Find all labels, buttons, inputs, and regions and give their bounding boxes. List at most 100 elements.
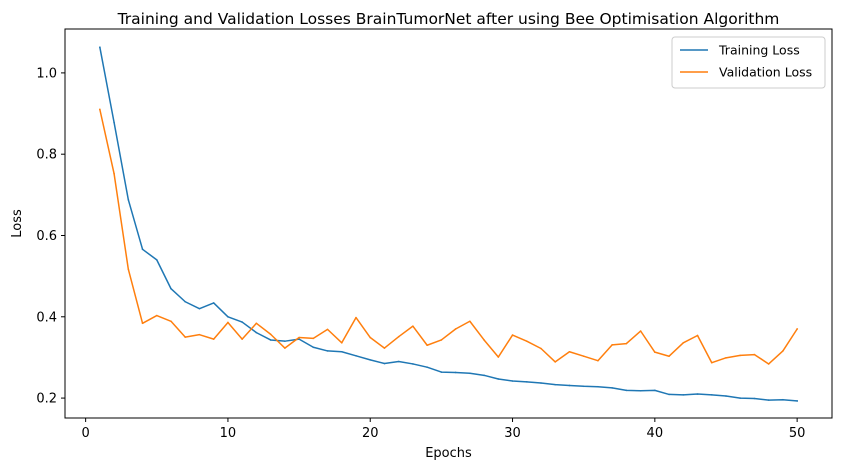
data-point-1-46 [753,353,756,356]
series-line-0 [98,46,798,402]
data-point-1-40 [668,355,670,358]
y-tick-label-3: 0.8 [36,148,57,163]
legend: Training Loss Validation Loss [671,36,826,89]
data-point-1-42 [696,334,699,337]
data-point-1-27 [483,339,485,341]
data-point-1-12 [269,333,272,336]
data-point-1-45 [739,354,742,357]
data-point-0-44 [725,395,727,397]
y-tick-label-4: 1.0 [36,66,57,81]
data-point-1-13 [284,347,286,349]
legend-label-1: Validation Loss [719,65,812,80]
data-point-0-5 [170,287,172,290]
data-point-0-9 [227,315,229,318]
data-point-0-45 [739,397,742,399]
data-point-0-8 [212,302,215,304]
x-axis-title: Epochs [425,446,472,461]
data-point-1-1 [113,172,115,175]
data-point-1-24 [440,339,443,341]
data-point-1-21 [397,335,400,338]
data-point-1-43 [710,361,713,364]
x-tick-label-0: 0 [81,426,89,441]
plot-frame [64,28,833,419]
data-point-0-25 [454,371,457,374]
data-point-0-35 [597,385,599,388]
data-point-0-30 [525,381,528,383]
x-tick-label-4: 40 [647,426,664,441]
data-point-0-20 [383,362,386,365]
data-point-0-46 [753,397,756,400]
data-point-0-22 [412,363,414,365]
data-point-1-0 [99,108,101,111]
data-point-0-18 [355,355,357,357]
series-layer [98,46,799,402]
data-point-1-9 [227,321,229,324]
data-point-0-37 [625,389,628,392]
x-tick-label-5: 50 [789,426,806,441]
data-point-1-20 [383,347,386,349]
data-point-1-28 [497,356,500,358]
data-point-1-35 [597,359,599,362]
data-point-0-28 [497,378,500,380]
data-point-1-48 [782,350,784,352]
data-point-0-0 [99,46,101,49]
data-point-0-23 [426,366,428,368]
data-point-0-33 [568,384,571,387]
y-tick-label-1: 0.4 [36,310,57,325]
data-point-1-2 [127,268,130,271]
data-point-1-38 [639,330,642,332]
data-point-0-41 [682,394,685,396]
data-point-1-29 [511,334,514,336]
data-point-1-37 [625,342,628,345]
data-point-0-19 [369,359,372,361]
data-point-1-34 [582,355,585,358]
data-point-1-15 [312,337,315,340]
data-point-0-49 [796,400,798,402]
data-point-0-34 [582,385,585,388]
data-point-1-36 [611,344,613,346]
data-point-1-32 [554,361,557,363]
x-tick-label-2: 20 [362,426,379,441]
data-point-1-14 [298,336,300,339]
data-point-1-17 [340,342,343,344]
data-point-0-17 [340,350,343,353]
data-point-1-6 [184,336,187,338]
data-point-1-49 [796,328,798,330]
data-point-1-11 [255,322,258,325]
data-point-0-15 [312,346,315,349]
data-point-1-19 [369,336,372,339]
chart-title: Training and Validation Losses BrainTumo… [117,10,780,28]
x-tick-label-3: 30 [504,426,521,441]
legend-label-0: Training Loss [718,43,800,58]
data-point-0-38 [639,389,642,392]
data-point-0-42 [696,393,699,395]
data-point-0-40 [668,393,670,396]
legend-box [671,36,826,89]
data-point-0-13 [284,340,286,342]
data-point-0-4 [155,259,158,261]
x-tick-label-1: 10 [220,426,237,441]
data-point-0-3 [141,248,144,251]
data-point-0-48 [782,398,784,401]
data-point-0-10 [241,321,243,323]
data-point-0-21 [397,360,400,363]
data-point-0-2 [127,198,130,201]
data-point-1-39 [654,351,656,353]
data-point-1-26 [469,320,471,323]
y-tick-label-0: 0.2 [36,392,57,407]
data-point-0-12 [269,339,272,341]
data-point-1-41 [682,342,685,344]
data-point-1-3 [141,322,144,325]
y-tick-label-2: 0.6 [36,229,57,244]
data-point-0-26 [469,372,471,375]
data-point-1-22 [412,325,414,327]
data-point-1-18 [355,316,357,319]
data-point-0-24 [440,371,443,373]
data-point-1-31 [540,347,542,350]
data-point-0-6 [184,300,187,303]
data-point-0-16 [326,350,329,352]
data-point-1-44 [725,357,727,359]
data-point-1-30 [525,340,528,342]
data-point-0-11 [255,331,258,334]
